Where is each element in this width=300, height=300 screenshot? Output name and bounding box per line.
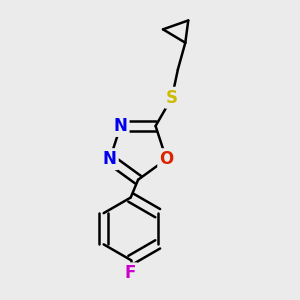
- Text: N: N: [114, 117, 128, 135]
- Text: F: F: [125, 264, 136, 282]
- Text: N: N: [103, 150, 117, 168]
- Text: O: O: [159, 150, 173, 168]
- Text: S: S: [166, 89, 178, 107]
